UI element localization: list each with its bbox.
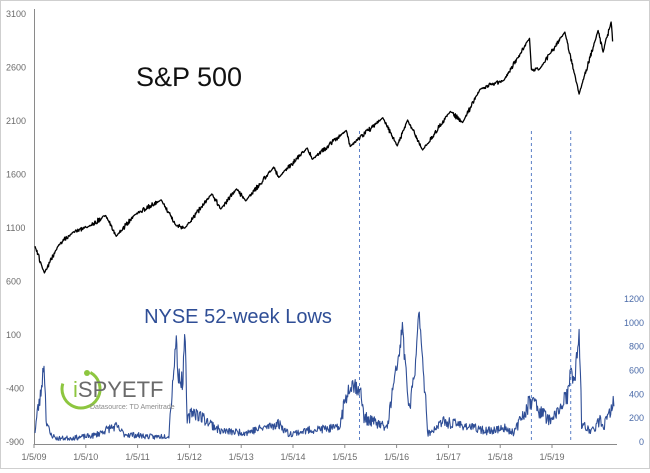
left-tick-label: 2100 <box>6 116 26 126</box>
right-tick-label: 200 <box>629 413 644 423</box>
chart-title: S&P 500 <box>136 62 242 92</box>
x-tick-label: 1/5/18 <box>488 452 513 462</box>
x-tick-label: 1/5/09 <box>21 452 46 462</box>
x-tick-label: 1/5/12 <box>177 452 202 462</box>
left-tick-label: 2600 <box>6 63 26 73</box>
series-nyse-lows <box>34 311 615 441</box>
x-tick-label: 1/5/13 <box>229 452 254 462</box>
left-tick-label: 100 <box>6 330 21 340</box>
x-tick-label: 1/5/14 <box>280 452 305 462</box>
left-axis-ticks: -900 -400 100 600 1100 1600 2100 2600 3100 <box>6 9 26 447</box>
right-tick-label: 0 <box>639 437 644 447</box>
left-tick-label: 3100 <box>6 9 26 19</box>
right-axis-ticks: 0 200 400 600 800 1000 1200 <box>624 294 644 447</box>
x-tick-label: 1/5/17 <box>436 452 461 462</box>
right-tick-label: 600 <box>629 366 644 376</box>
x-tick-label: 1/5/10 <box>73 452 98 462</box>
left-tick-label: 1100 <box>6 223 25 233</box>
series-sp500 <box>34 21 614 274</box>
left-tick-label: 1600 <box>6 170 26 180</box>
nyse-lows-line <box>34 311 615 441</box>
right-tick-label: 1200 <box>624 294 644 304</box>
right-tick-label: 400 <box>629 389 644 399</box>
right-tick-label: 800 <box>629 342 644 352</box>
ispyetf-logo: iSPYETF Datasource: TD Ameritrade <box>60 368 175 411</box>
left-tick-label: -400 <box>6 384 24 394</box>
left-tick-label: 600 <box>6 277 21 287</box>
datasource-text: Datasource: TD Ameritrade <box>90 404 175 411</box>
left-tick-label: -900 <box>6 437 24 447</box>
x-tick-label: 1/5/11 <box>125 452 149 462</box>
x-axis-ticks: 1/5/09 1/5/10 1/5/11 1/5/12 1/5/13 1/5/14 1/5/… <box>21 444 565 462</box>
sp500-line <box>34 21 614 274</box>
logo-ring <box>60 368 102 410</box>
secondary-title: NYSE 52-week Lows <box>144 306 332 328</box>
x-tick-label: 1/5/15 <box>332 452 357 462</box>
logo-i: i <box>73 377 78 402</box>
right-tick-label: 1000 <box>624 318 644 328</box>
x-tick-label: 1/5/16 <box>384 452 409 462</box>
dashed-reference-lines <box>359 131 572 441</box>
x-tick-label: 1/5/19 <box>539 452 564 462</box>
logo-text: iSPYETF <box>73 377 163 402</box>
logo-dot <box>84 370 90 376</box>
logo-spyetf: SPYETF <box>78 377 164 402</box>
